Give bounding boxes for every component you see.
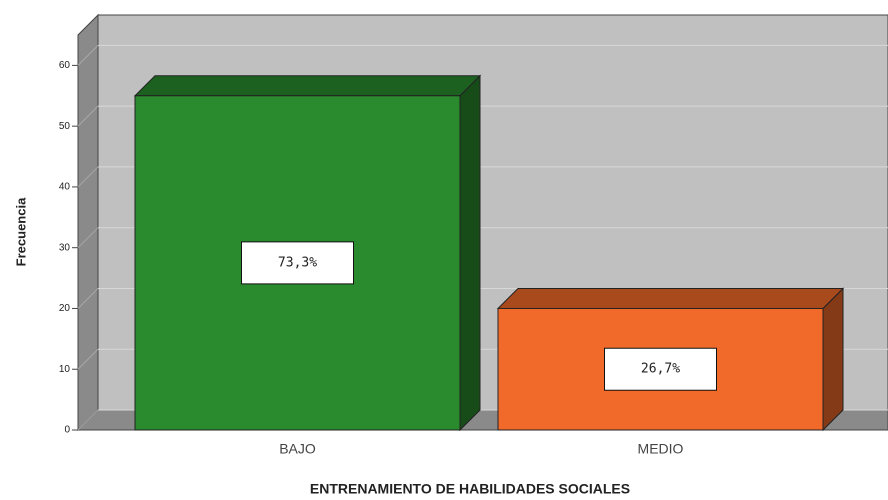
value-label-box [604,347,717,391]
value-label: 26,7% [641,362,680,377]
y-tick-label: 10 [59,364,71,375]
value-label-box [241,241,354,285]
grid-line [77,227,99,249]
x-tick-label: BAJO [279,441,316,457]
y-tick-label: 60 [59,60,71,71]
y-tick-label: 40 [59,182,71,193]
y-tick-label: 20 [59,303,71,314]
y-tick-label: 0 [64,425,70,436]
x-tick-label: MEDIO [638,441,684,457]
grid-line [77,45,99,66]
x-axis-label: ENTRENAMIENTO DE HABILIDADES SOCIALES [310,481,630,497]
side-wall [77,13,99,432]
y-axis-label: Frecuencia [13,197,28,266]
grid-line [77,105,99,127]
grid-line [77,166,99,188]
y-tick-label: 30 [59,242,71,253]
grid-line [77,409,99,431]
value-label: 73,3% [278,255,317,270]
bar-side [459,74,481,432]
bar-top [496,287,845,309]
bar-side [822,287,844,432]
grid-line [77,288,99,309]
bar-top [133,75,482,97]
grid-line [77,348,99,370]
y-tick-label: 50 [59,121,71,132]
